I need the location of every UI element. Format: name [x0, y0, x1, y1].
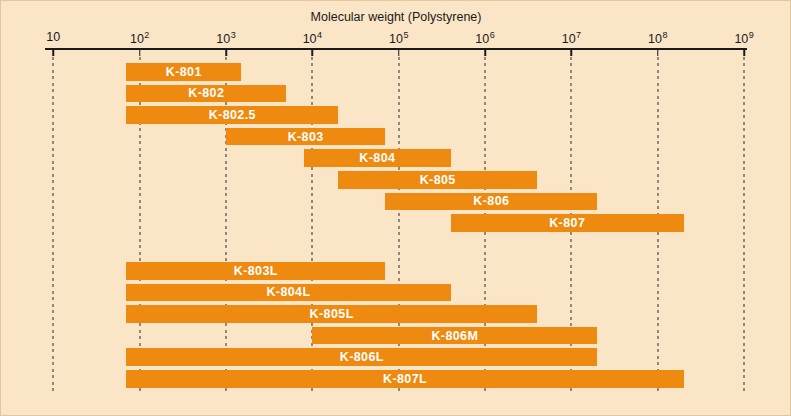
- x-tick-label-10e8: 108: [648, 30, 667, 46]
- gridline-10e1: [53, 57, 54, 393]
- bar-k-807: K-807: [451, 214, 684, 232]
- bar-label: K-807: [549, 216, 585, 230]
- bar-label: K-805L: [310, 307, 354, 321]
- bar-k-804: K-804: [304, 149, 451, 167]
- x-tick-exponent: 3: [231, 30, 236, 40]
- bar-label: K-804: [359, 151, 395, 165]
- bar-label: K-806: [473, 194, 509, 208]
- x-tick-exponent: 6: [490, 30, 495, 40]
- x-tick-mark: [53, 50, 55, 56]
- bar-label: K-801: [166, 65, 202, 79]
- x-tick-exponent: 8: [662, 30, 667, 40]
- x-tick-exponent: 2: [144, 30, 149, 40]
- x-tick-mark: [743, 50, 745, 56]
- x-tick-label-10e2: 102: [130, 30, 149, 46]
- axis-title: Molecular weight (Polystyrene): [45, 10, 747, 24]
- x-axis-line: [45, 48, 747, 50]
- x-tick-label-10e1: 10: [46, 30, 60, 44]
- x-tick-exponent: 4: [317, 30, 322, 40]
- x-tick-mark: [225, 50, 227, 56]
- bar-k-803l: K-803L: [126, 262, 385, 280]
- x-tick-exponent: 5: [403, 30, 408, 40]
- bar-k-803: K-803: [226, 128, 385, 146]
- x-tick-mark: [312, 50, 314, 56]
- x-tick-mark: [657, 50, 659, 56]
- bar-label: K-807L: [383, 372, 427, 386]
- bar-label: K-806L: [340, 350, 384, 364]
- bar-label: K-803L: [234, 264, 278, 278]
- bar-label: K-802.5: [209, 108, 256, 122]
- bar-k-805: K-805: [338, 171, 537, 189]
- bar-k-806m: K-806M: [312, 327, 597, 345]
- bar-label: K-802: [188, 86, 224, 100]
- bar-label: K-803: [288, 130, 324, 144]
- x-tick-label-10e7: 107: [562, 30, 581, 46]
- gridline-10e9: [744, 57, 745, 393]
- x-tick-label-10e5: 105: [389, 30, 408, 46]
- x-tick-mark: [139, 50, 141, 56]
- bar-k-802: K-802: [126, 85, 286, 103]
- bar-k-801: K-801: [126, 63, 241, 81]
- x-tick-mark: [571, 50, 573, 56]
- chart-canvas: Molecular weight (Polystyrene) 10 102 103 1…: [0, 0, 791, 416]
- bar-k-807l: K-807L: [126, 370, 683, 388]
- bar-label: K-805: [420, 173, 456, 187]
- x-tick-mark: [484, 50, 486, 56]
- x-tick-mark: [398, 50, 400, 56]
- bar-label: K-804L: [266, 285, 310, 299]
- x-tick-label-10e6: 106: [475, 30, 494, 46]
- x-tick-label-10e4: 104: [303, 30, 322, 46]
- x-tick-exponent: 9: [749, 30, 754, 40]
- bar-k-804l: K-804L: [126, 284, 450, 302]
- x-tick-exponent: 7: [576, 30, 581, 40]
- bar-k-806: K-806: [385, 193, 597, 211]
- bar-k-802.5: K-802.5: [126, 106, 338, 124]
- bar-label: K-806M: [431, 329, 478, 343]
- bar-k-806l: K-806L: [126, 348, 597, 366]
- x-tick-label-10e3: 103: [216, 30, 235, 46]
- bar-k-805l: K-805L: [126, 305, 537, 323]
- x-tick-label-10e9: 109: [734, 30, 753, 46]
